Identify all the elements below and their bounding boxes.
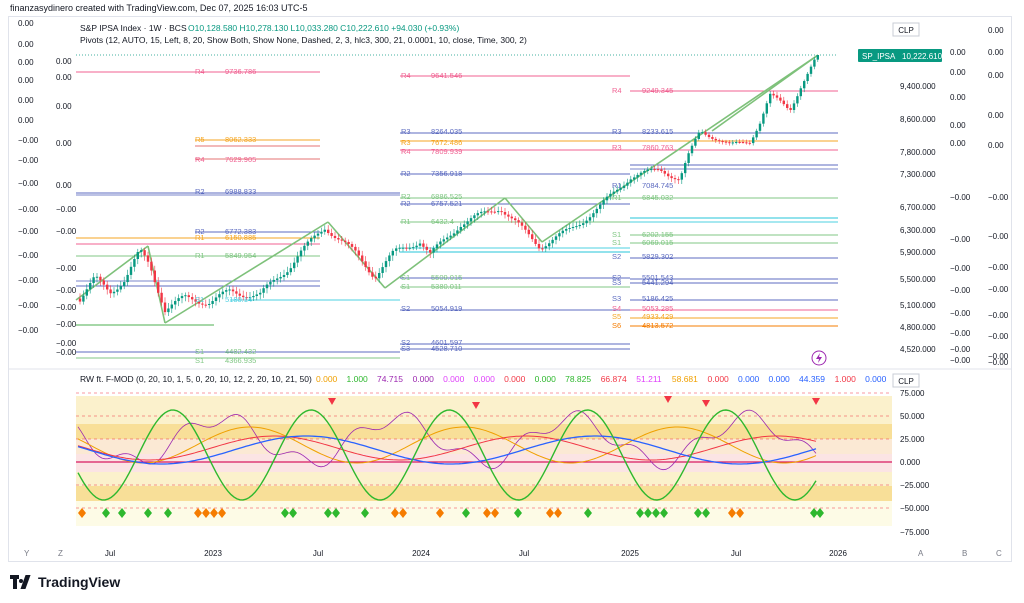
tradingview-logo-text: TradingView (38, 574, 121, 590)
chart-frame[interactable] (8, 16, 1012, 562)
tradingview-logo[interactable]: TradingView (10, 574, 120, 590)
top-credit-bar: finanzasydinero created with TradingView… (0, 0, 1024, 16)
credit-text: finanzasydinero created with TradingView… (10, 3, 308, 13)
tradingview-logo-icon (10, 575, 32, 589)
